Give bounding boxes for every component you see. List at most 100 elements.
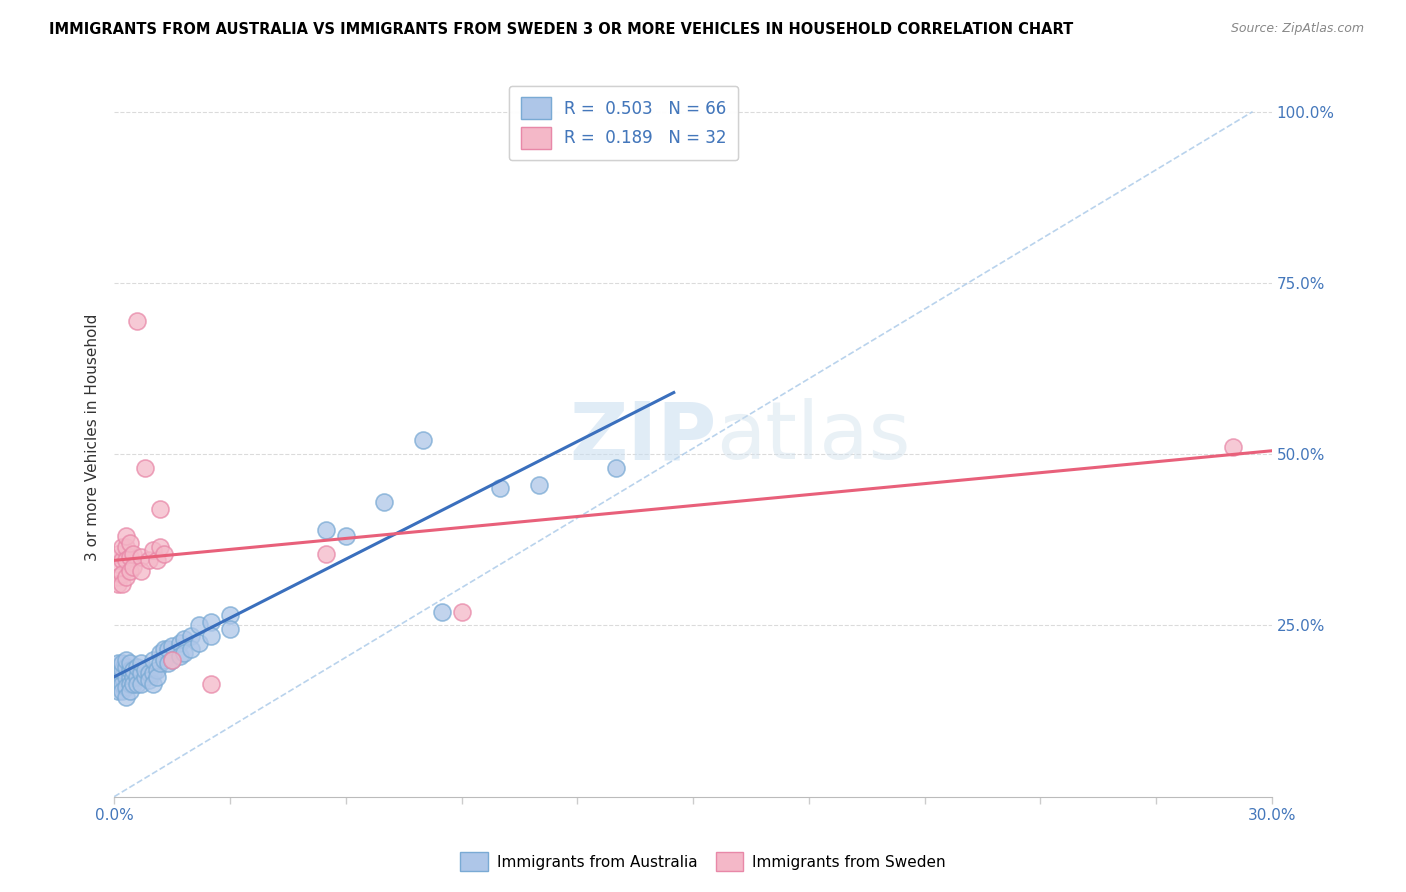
Point — [412, 434, 434, 448]
Point — [114, 540, 136, 554]
Point — [129, 564, 152, 578]
Point — [188, 635, 211, 649]
Point — [111, 663, 134, 677]
Point — [127, 659, 149, 673]
Point — [450, 605, 472, 619]
Point — [111, 676, 134, 690]
Point — [200, 629, 222, 643]
Point — [1222, 440, 1244, 454]
Point — [173, 646, 195, 660]
Point — [373, 495, 395, 509]
Point — [149, 646, 172, 660]
Point — [134, 670, 156, 684]
Point — [107, 570, 129, 584]
Point — [149, 502, 172, 516]
Point — [145, 663, 167, 677]
Text: IMMIGRANTS FROM AUSTRALIA VS IMMIGRANTS FROM SWEDEN 3 OR MORE VEHICLES IN HOUSEH: IMMIGRANTS FROM AUSTRALIA VS IMMIGRANTS … — [49, 22, 1073, 37]
Point — [160, 653, 183, 667]
Point — [114, 653, 136, 667]
Point — [129, 676, 152, 690]
Point — [134, 461, 156, 475]
Point — [122, 676, 145, 690]
Point — [160, 639, 183, 653]
Point — [114, 690, 136, 705]
Y-axis label: 3 or more Vehicles in Household: 3 or more Vehicles in Household — [86, 313, 100, 561]
Text: atlas: atlas — [716, 398, 911, 476]
Point — [200, 676, 222, 690]
Point — [489, 482, 512, 496]
Point — [180, 642, 202, 657]
Point — [145, 553, 167, 567]
Point — [114, 659, 136, 673]
Point — [122, 670, 145, 684]
Point — [149, 656, 172, 670]
Point — [142, 666, 165, 681]
Text: Source: ZipAtlas.com: Source: ZipAtlas.com — [1230, 22, 1364, 36]
Point — [129, 656, 152, 670]
Point — [118, 676, 141, 690]
Point — [142, 543, 165, 558]
Point — [114, 570, 136, 584]
Point — [129, 549, 152, 564]
Legend: R =  0.503   N = 66, R =  0.189   N = 32: R = 0.503 N = 66, R = 0.189 N = 32 — [509, 86, 738, 161]
Point — [118, 670, 141, 684]
Point — [129, 666, 152, 681]
Point — [432, 605, 454, 619]
Point — [219, 608, 242, 623]
Point — [127, 670, 149, 684]
Point — [111, 670, 134, 684]
Point — [219, 622, 242, 636]
Point — [111, 567, 134, 582]
Point — [605, 461, 627, 475]
Point — [142, 676, 165, 690]
Point — [160, 653, 183, 667]
Point — [111, 656, 134, 670]
Point — [138, 553, 160, 567]
Point — [107, 676, 129, 690]
Point — [114, 529, 136, 543]
Point — [107, 683, 129, 698]
Point — [138, 673, 160, 688]
Point — [118, 536, 141, 550]
Point — [142, 653, 165, 667]
Point — [169, 635, 191, 649]
Point — [315, 523, 337, 537]
Point — [114, 553, 136, 567]
Point — [527, 478, 550, 492]
Point — [111, 577, 134, 591]
Point — [127, 313, 149, 327]
Point — [153, 653, 176, 667]
Point — [153, 642, 176, 657]
Point — [122, 547, 145, 561]
Point — [107, 663, 129, 677]
Point — [107, 547, 129, 561]
Point — [114, 680, 136, 694]
Point — [173, 632, 195, 647]
Point — [134, 663, 156, 677]
Point — [145, 670, 167, 684]
Point — [169, 649, 191, 664]
Point — [114, 670, 136, 684]
Point — [111, 683, 134, 698]
Point — [107, 656, 129, 670]
Point — [335, 529, 357, 543]
Point — [127, 676, 149, 690]
Point — [111, 540, 134, 554]
Point — [107, 577, 129, 591]
Text: ZIP: ZIP — [569, 398, 716, 476]
Point — [122, 663, 145, 677]
Point — [200, 615, 222, 629]
Point — [122, 560, 145, 574]
Point — [107, 557, 129, 571]
Point — [180, 629, 202, 643]
Point — [107, 670, 129, 684]
Point — [138, 666, 160, 681]
Point — [111, 553, 134, 567]
Point — [118, 656, 141, 670]
Point — [118, 683, 141, 698]
Point — [118, 549, 141, 564]
Point — [157, 656, 180, 670]
Point — [149, 540, 172, 554]
Point — [157, 642, 180, 657]
Point — [315, 547, 337, 561]
